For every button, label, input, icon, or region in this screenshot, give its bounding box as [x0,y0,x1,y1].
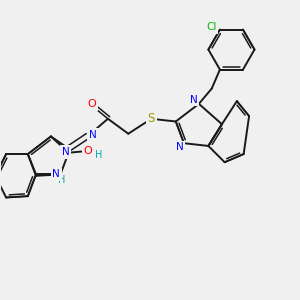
Text: O: O [87,99,96,109]
Text: N: N [62,147,70,157]
Text: O: O [83,146,92,156]
Text: N: N [52,169,60,179]
Text: N: N [89,130,97,140]
Text: N: N [176,142,184,152]
Text: Cl: Cl [206,22,216,32]
Text: S: S [148,112,155,125]
Text: H: H [95,150,102,161]
Text: N: N [190,95,197,105]
Text: H: H [58,176,65,185]
